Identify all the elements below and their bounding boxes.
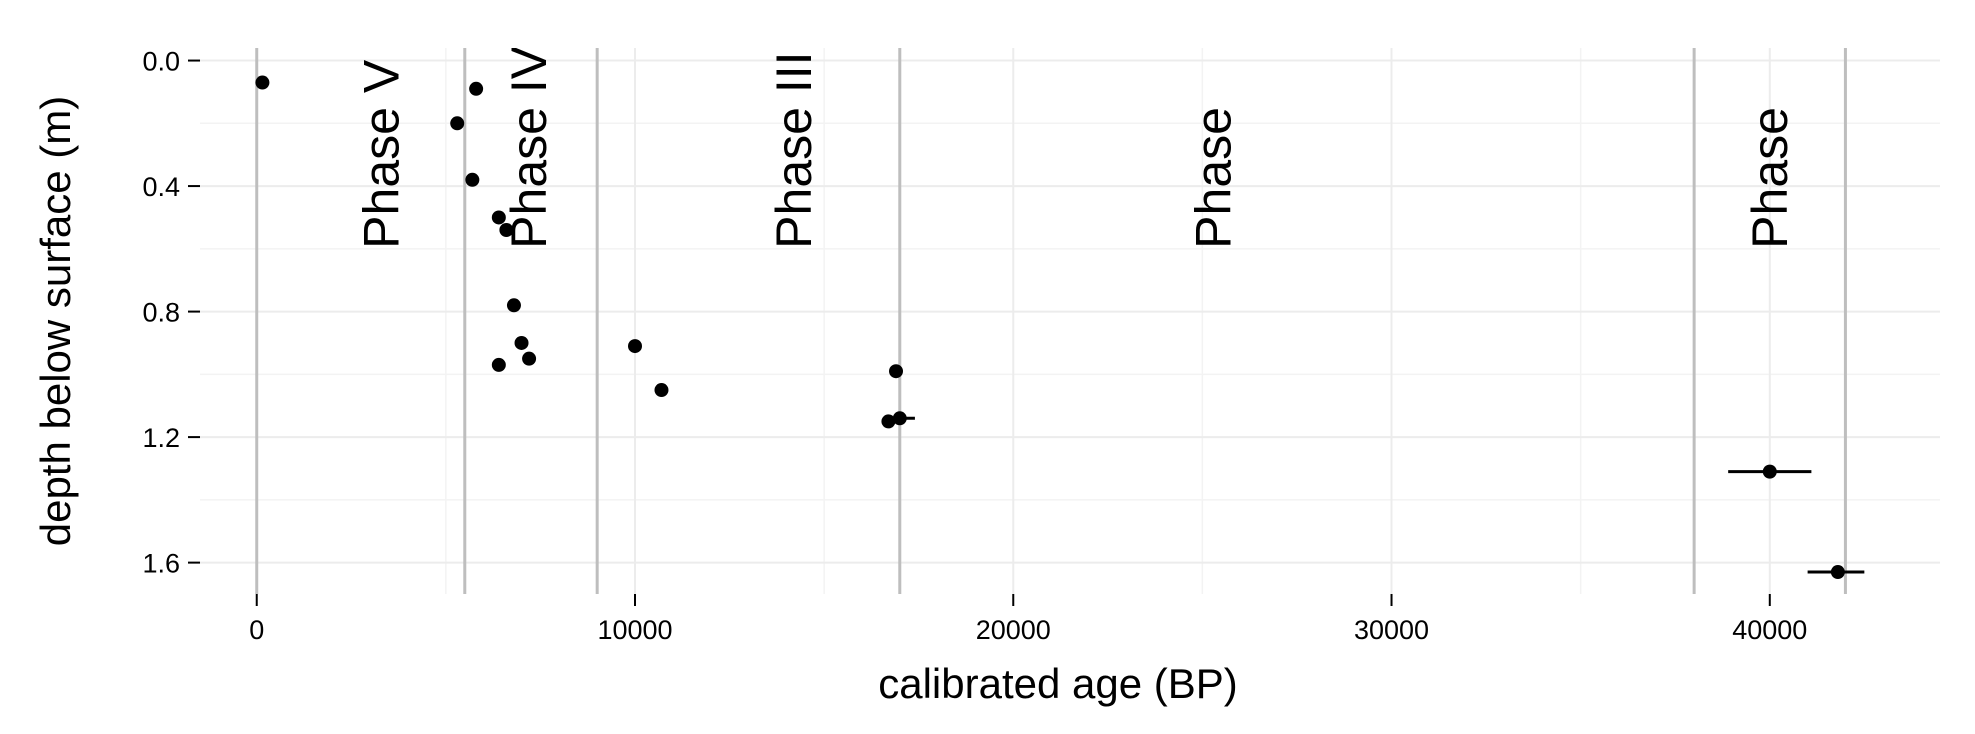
x-tick-label: 20000 (976, 615, 1051, 645)
data-point (491, 210, 506, 225)
x-tick-label: 10000 (597, 615, 672, 645)
phase-label-3: Phase III (766, 51, 822, 248)
data-point (506, 298, 521, 313)
y-axis-title: depth below surface (m) (32, 96, 79, 547)
data-point (1762, 464, 1777, 479)
x-tick-label: 30000 (1354, 615, 1429, 645)
data-point (892, 411, 907, 426)
phase-label-5: Phase (1742, 107, 1798, 249)
phase-label-2: Phase IV (501, 45, 557, 249)
data-point (491, 357, 506, 372)
grid-major (200, 48, 1940, 594)
data-point (889, 364, 903, 379)
data-point (881, 414, 896, 429)
phase-labels: Phase V Phase IV Phase III Phase Phase (354, 45, 1798, 249)
data-point (450, 116, 465, 131)
y-tick-label: 0.4 (142, 172, 180, 202)
data-point (1830, 565, 1845, 580)
y-tick-label: 1.2 (142, 423, 180, 453)
x-axis: 0 10000 20000 30000 40000 (249, 594, 1807, 645)
phase-label-4: Phase (1186, 107, 1242, 249)
x-axis-title: calibrated age (BP) (878, 660, 1238, 707)
data-point (654, 383, 669, 398)
y-tick-label: 1.6 (142, 549, 180, 579)
data-point (469, 81, 484, 96)
data-point (514, 335, 529, 350)
data-point (522, 351, 537, 366)
y-tick-label: 0.0 (142, 47, 180, 77)
data-point (628, 339, 642, 354)
x-tick-label: 0 (249, 615, 264, 645)
phase-boundaries (255, 48, 1847, 594)
y-tick-label: 0.8 (142, 298, 180, 328)
plot-panel (200, 48, 1940, 594)
data-point (499, 223, 514, 237)
data-point (255, 75, 270, 90)
y-axis: 0.0 0.4 0.8 1.2 1.6 (142, 47, 200, 579)
data-points (255, 75, 1845, 580)
phase-label-1: Phase V (354, 59, 410, 249)
data-point (465, 172, 480, 187)
grid-minor (200, 48, 1940, 594)
x-tick-label: 40000 (1732, 615, 1807, 645)
